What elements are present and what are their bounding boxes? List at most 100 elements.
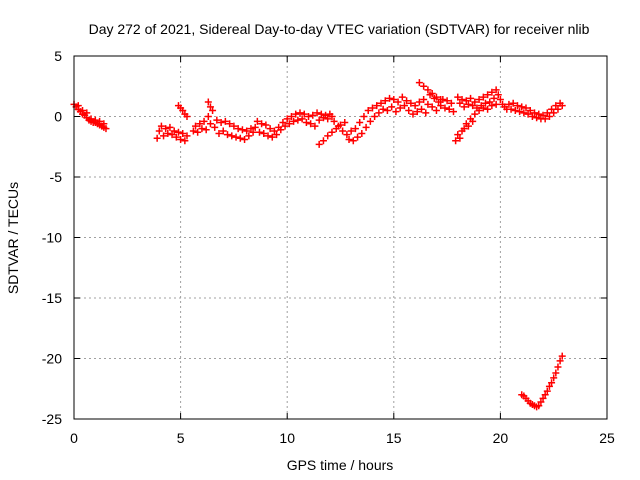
data-point <box>471 110 479 118</box>
data-point <box>543 387 551 395</box>
data-point <box>328 128 336 136</box>
data-point <box>230 122 238 130</box>
data-point <box>415 98 423 106</box>
data-point <box>339 127 347 135</box>
data-point <box>324 132 332 140</box>
data-point <box>79 106 87 114</box>
data-point <box>234 125 242 133</box>
data-point <box>172 133 180 141</box>
data-point <box>454 93 462 101</box>
data-point <box>484 105 492 113</box>
data-point <box>343 131 351 139</box>
data-point <box>428 103 436 111</box>
data-point <box>181 137 189 145</box>
data-point <box>328 113 336 120</box>
data-point <box>550 374 558 382</box>
data-point <box>341 119 349 127</box>
data-point <box>364 106 372 114</box>
data-point <box>277 126 285 134</box>
data-point <box>505 100 513 108</box>
data-point <box>490 94 498 102</box>
data-point <box>471 98 479 106</box>
data-point <box>554 105 562 113</box>
data-point <box>345 135 353 143</box>
data-point <box>179 106 187 114</box>
data-point <box>322 111 330 119</box>
data-point <box>213 116 221 124</box>
data-point <box>285 120 293 128</box>
data-point <box>373 102 381 110</box>
data-point <box>535 110 543 118</box>
data-point <box>494 91 502 99</box>
data-point <box>424 86 432 94</box>
data-point <box>403 97 411 105</box>
data-point <box>400 102 408 110</box>
data-point <box>462 97 470 105</box>
chart-title: Day 272 of 2021, Sidereal Day-to-day VTE… <box>89 21 590 37</box>
y-tick-label: -15 <box>42 290 62 306</box>
data-point <box>475 106 483 114</box>
data-point <box>296 109 304 117</box>
data-point <box>264 132 272 140</box>
data-point <box>428 90 436 98</box>
x-tick-label: 25 <box>599 430 615 446</box>
data-point <box>379 105 387 113</box>
data-point <box>481 99 489 107</box>
data-point <box>556 357 564 365</box>
data-point <box>160 132 168 140</box>
data-point <box>469 102 477 110</box>
data-point <box>315 140 323 148</box>
data-point <box>215 129 223 137</box>
data-point <box>550 109 558 117</box>
data-point <box>347 127 355 135</box>
data-point <box>452 137 460 145</box>
data-point <box>209 106 217 114</box>
data-point <box>449 108 457 116</box>
data-point <box>479 93 487 101</box>
data-point <box>535 402 543 410</box>
data-point <box>249 128 257 136</box>
data-point <box>545 382 553 390</box>
y-tick-label: 5 <box>54 48 62 64</box>
data-point <box>511 106 519 114</box>
data-point <box>349 137 357 145</box>
data-point <box>437 96 445 104</box>
data-point <box>162 125 170 133</box>
data-point <box>100 120 108 128</box>
data-point <box>96 117 104 125</box>
data-point <box>273 131 281 139</box>
data-point <box>74 102 82 110</box>
data-point <box>300 110 308 118</box>
data-point <box>283 115 291 123</box>
data-point <box>204 98 212 106</box>
data-point <box>552 102 560 110</box>
data-point <box>509 99 517 107</box>
data-point <box>155 127 163 135</box>
y-tick-label: -5 <box>50 169 63 185</box>
x-tick-label: 0 <box>70 430 78 446</box>
data-point <box>552 369 560 377</box>
data-point <box>524 110 532 118</box>
data-point <box>319 137 327 145</box>
data-point <box>287 113 295 120</box>
data-point <box>405 106 413 114</box>
data-point <box>358 129 366 137</box>
data-point <box>479 104 487 112</box>
data-point <box>268 133 276 141</box>
data-point <box>464 100 472 108</box>
data-point <box>211 123 219 131</box>
data-point <box>520 109 528 117</box>
data-point <box>539 394 547 402</box>
data-point <box>177 135 185 143</box>
data-point <box>194 128 202 136</box>
data-point <box>420 82 428 90</box>
y-tick-label: -25 <box>42 411 62 427</box>
data-point <box>217 119 225 127</box>
data-point <box>396 104 404 112</box>
data-point <box>255 128 263 136</box>
data-point <box>183 113 191 120</box>
data-point <box>496 96 504 104</box>
data-point <box>516 108 524 116</box>
ticks <box>73 55 608 420</box>
